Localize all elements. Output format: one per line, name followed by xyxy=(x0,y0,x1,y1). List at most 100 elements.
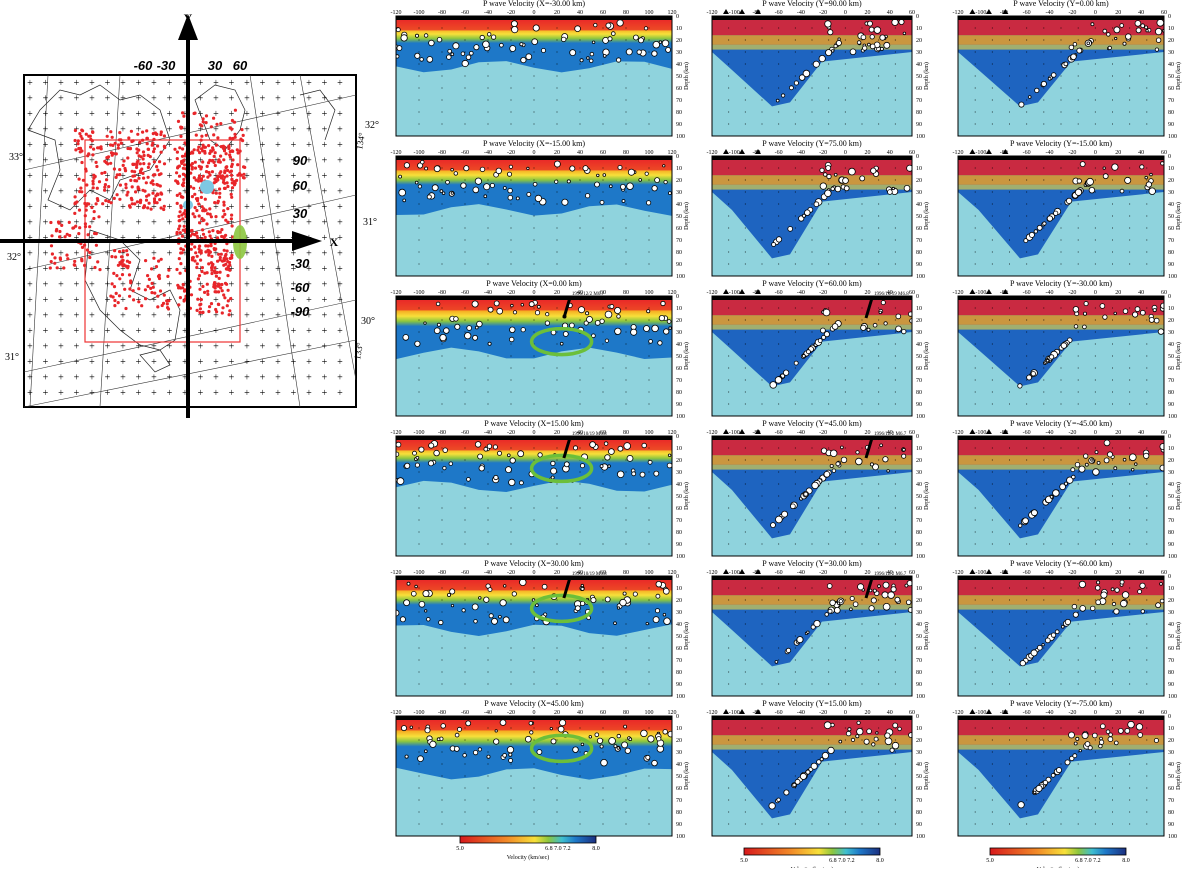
hypocenter xyxy=(399,175,402,178)
grid-dot xyxy=(975,380,976,381)
hypocenter xyxy=(828,747,834,753)
grid-node: + xyxy=(275,249,281,260)
x-tick-label: -20 xyxy=(1068,430,1076,436)
grid-dot xyxy=(419,28,420,29)
earthquake-dot xyxy=(150,291,153,294)
x-tick-label: -40 xyxy=(1046,430,1054,436)
grid-dot xyxy=(465,824,466,825)
depth-tick-label: 60 xyxy=(916,226,922,232)
hypocenter xyxy=(488,342,491,345)
x-tick-label: 80 xyxy=(623,710,629,716)
depth-tick-label: 50 xyxy=(916,774,922,780)
grid-dot xyxy=(511,624,512,625)
grid-dot xyxy=(511,600,512,601)
velocity-image xyxy=(712,16,913,137)
earthquake-dot xyxy=(141,139,144,142)
earthquake-dot xyxy=(163,294,166,297)
grid-dot xyxy=(878,332,879,333)
hypocenter xyxy=(584,321,588,325)
grid-dot xyxy=(1146,520,1147,521)
grid-dot xyxy=(992,216,993,217)
hypocenter xyxy=(581,743,584,746)
earthquake-dot xyxy=(126,253,129,256)
grid-dot xyxy=(488,404,489,405)
earthquake-dot xyxy=(85,133,88,136)
grid-dot xyxy=(845,380,846,381)
hypocenter xyxy=(898,727,902,731)
grid-dot xyxy=(1095,192,1096,193)
hypocenter xyxy=(869,27,874,32)
hypocenter xyxy=(893,723,898,728)
grid-dot xyxy=(845,88,846,89)
grid-dot xyxy=(1112,684,1113,685)
grid-dot xyxy=(862,64,863,65)
grid-node: + xyxy=(322,342,328,353)
depth-tick-label: 20 xyxy=(676,738,682,744)
depth-tick-label: 90 xyxy=(676,542,682,548)
grid-dot xyxy=(534,532,535,533)
grid-dot xyxy=(1009,356,1010,357)
hypocenter xyxy=(1083,312,1086,315)
depth-tick-label: 70 xyxy=(1168,378,1174,384)
grid-dot xyxy=(626,320,627,321)
hypocenter xyxy=(1107,452,1112,457)
earthquake-dot xyxy=(181,111,184,114)
event-annotation: 1996/12/2 M6.7 xyxy=(572,292,605,297)
earthquake-dot xyxy=(129,281,132,284)
hypocenter xyxy=(589,59,593,63)
earthquake-dot xyxy=(146,285,149,288)
hypocenter xyxy=(473,187,479,193)
grid-dot xyxy=(626,684,627,685)
earthquake-dot xyxy=(181,235,184,238)
hypocenter xyxy=(885,733,890,738)
grid-dot xyxy=(1061,168,1062,169)
x-tick-label: 20 xyxy=(1115,430,1121,436)
depth-tick-label: 60 xyxy=(1168,86,1174,92)
earthquake-dot xyxy=(176,202,179,205)
grid-dot xyxy=(878,648,879,649)
grid-dot xyxy=(465,100,466,101)
earthquake-dot xyxy=(200,178,203,181)
hypocenter xyxy=(824,722,831,729)
earthquake-dot xyxy=(219,170,222,173)
grid-dot xyxy=(488,52,489,53)
grid-dot xyxy=(442,380,443,381)
grid-dot xyxy=(728,64,729,65)
depth-tick-label: 40 xyxy=(916,62,922,68)
grid-dot xyxy=(626,380,627,381)
grid-dot xyxy=(845,812,846,813)
depth-tick-label: 10 xyxy=(676,166,682,172)
grid-dot xyxy=(812,448,813,449)
grid-dot xyxy=(626,660,627,661)
earthquake-dot xyxy=(203,209,206,212)
grid-node: + xyxy=(260,140,266,151)
lat-label-left: 32° xyxy=(7,252,21,263)
grid-dot xyxy=(878,320,879,321)
grid-dot xyxy=(895,612,896,613)
earthquake-dot xyxy=(196,262,199,265)
grid-dot xyxy=(812,228,813,229)
earthquake-dot xyxy=(212,148,215,151)
grid-dot xyxy=(557,204,558,205)
grid-node: + xyxy=(198,94,204,105)
earthquake-dot xyxy=(133,170,136,173)
grid-dot xyxy=(1061,684,1062,685)
grid-dot xyxy=(465,112,466,113)
grid-dot xyxy=(845,40,846,41)
grid-dot xyxy=(419,124,420,125)
grid-node: + xyxy=(322,264,328,275)
grid-dot xyxy=(1112,648,1113,649)
grid-dot xyxy=(557,76,558,77)
grid-dot xyxy=(975,124,976,125)
x-tick-label: 0 xyxy=(533,290,536,296)
grid-dot xyxy=(1061,264,1062,265)
earthquake-dot xyxy=(90,206,93,209)
earthquake-dot xyxy=(231,186,234,189)
grid-dot xyxy=(1061,532,1062,533)
hypocenter xyxy=(592,41,595,44)
grid-dot xyxy=(728,672,729,673)
hypocenter xyxy=(478,454,483,459)
grid-dot xyxy=(1146,112,1147,113)
hypocenter xyxy=(449,462,453,466)
grid-dot xyxy=(649,776,650,777)
